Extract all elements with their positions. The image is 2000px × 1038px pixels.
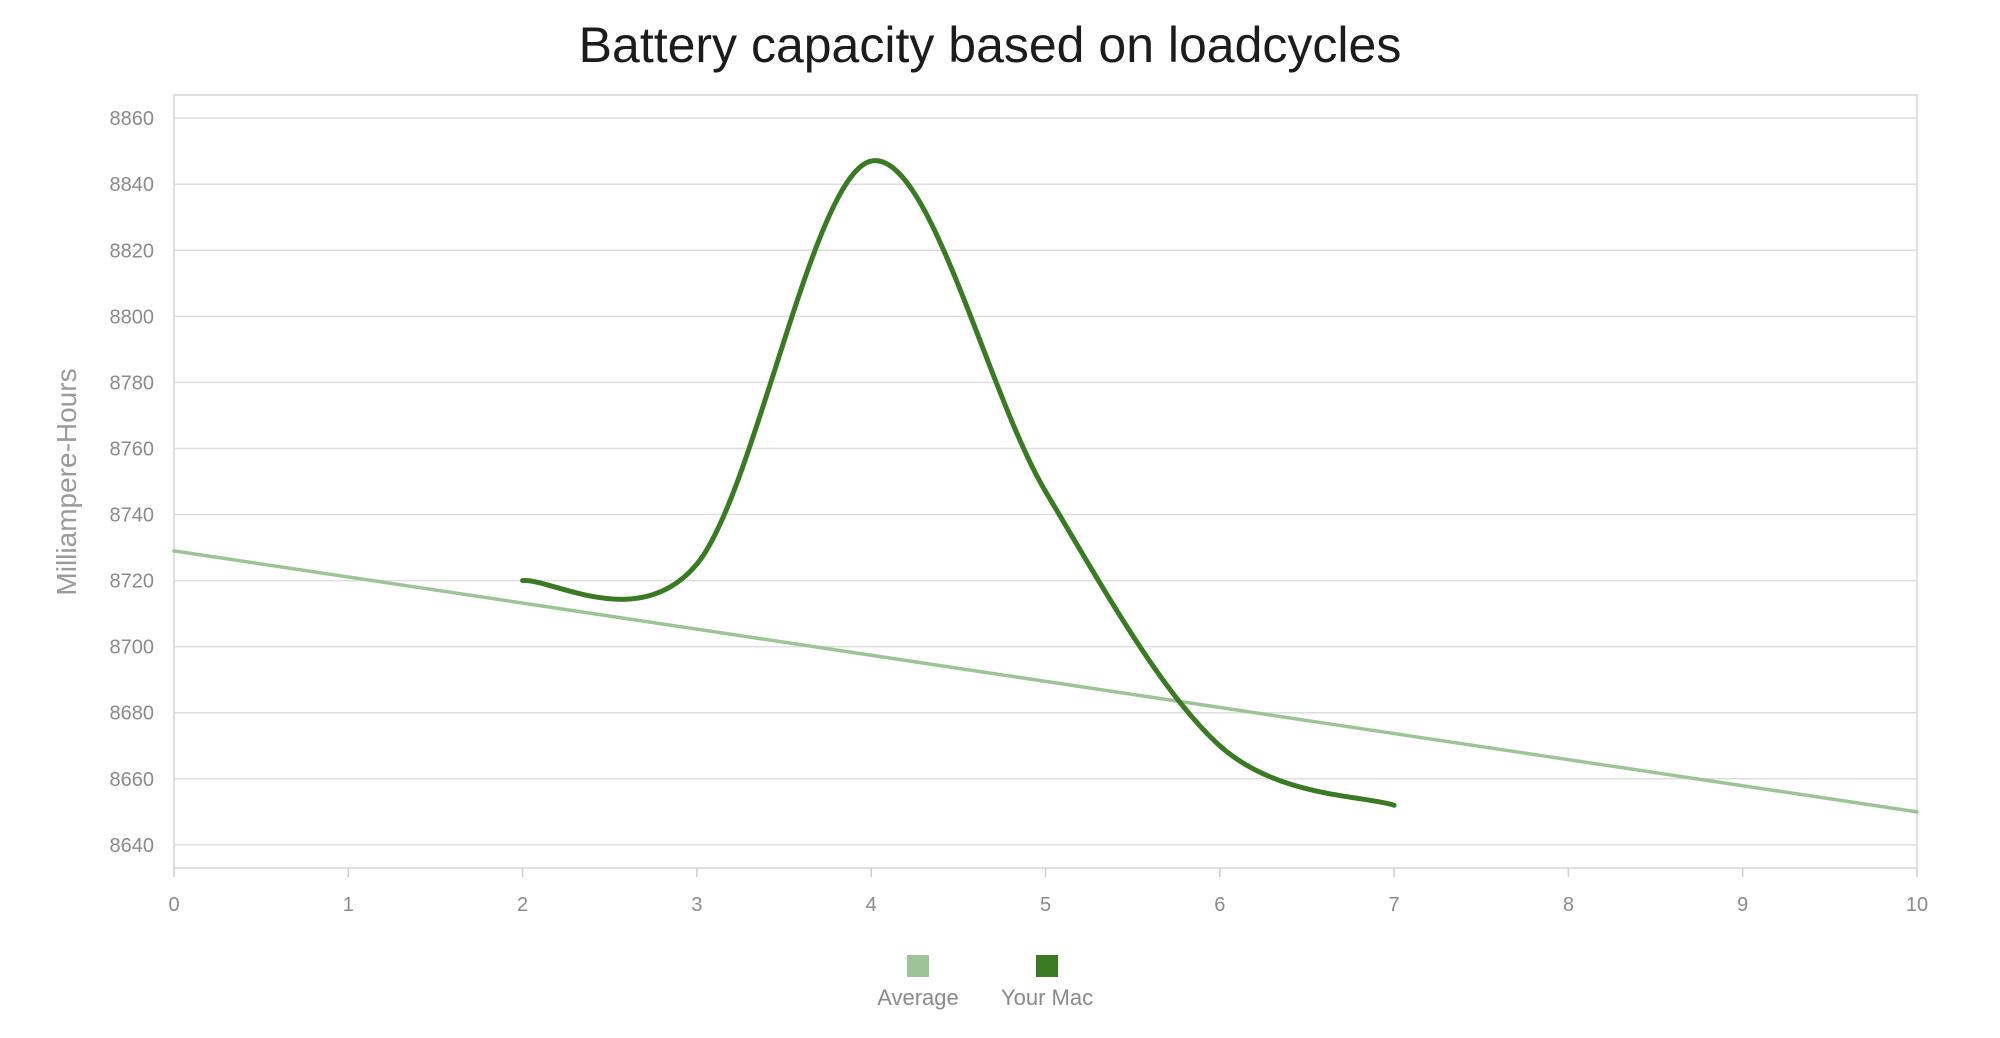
x-tick-label: 2: [517, 894, 528, 916]
x-tick-label: 4: [866, 894, 877, 916]
x-tick-label: 7: [1389, 894, 1400, 916]
y-tick-label: 8760: [110, 438, 155, 460]
x-tick-label: 6: [1214, 894, 1225, 916]
y-axis-label: Milliampere-Hours: [51, 368, 82, 595]
x-tick-label: 9: [1737, 894, 1748, 916]
grid: [173, 94, 1918, 869]
y-tick-label: 8820: [110, 240, 155, 262]
legend-item-average[interactable]: Average: [877, 955, 959, 1010]
y-tick-label: 8720: [110, 571, 155, 593]
legend-swatch: [1036, 955, 1058, 977]
x-tick-label: 0: [168, 894, 179, 916]
y-tick-label: 8780: [110, 372, 155, 394]
legend-label: Average: [877, 985, 959, 1010]
x-tick-label: 3: [691, 894, 702, 916]
y-tick-label: 8640: [110, 835, 155, 857]
y-tick-label: 8860: [110, 108, 155, 130]
legend-swatch: [907, 955, 929, 977]
y-tick-label: 8700: [110, 637, 155, 659]
axes: 8640866086808700872087408760878088008820…: [110, 108, 1929, 916]
y-tick-label: 8740: [110, 505, 155, 527]
chart-title: Battery capacity based on loadcycles: [579, 17, 1402, 73]
x-tick-label: 8: [1563, 894, 1574, 916]
legend-item-your-mac[interactable]: Your Mac: [1001, 955, 1093, 1010]
y-tick-label: 8680: [110, 703, 155, 725]
plot-frame: [173, 94, 1918, 869]
x-tick-label: 10: [1906, 894, 1928, 916]
legend-label: Your Mac: [1001, 985, 1093, 1010]
y-tick-label: 8660: [110, 769, 155, 791]
x-tick-label: 1: [343, 894, 354, 916]
x-tick-label: 5: [1040, 894, 1051, 916]
legend[interactable]: Average Your Mac: [877, 955, 1093, 1010]
series-line-average: [172, 549, 1919, 814]
y-tick-label: 8840: [110, 174, 155, 196]
series-line-your-mac: [520, 158, 1397, 808]
y-tick-label: 8800: [110, 306, 155, 328]
series-group: [172, 158, 1919, 814]
